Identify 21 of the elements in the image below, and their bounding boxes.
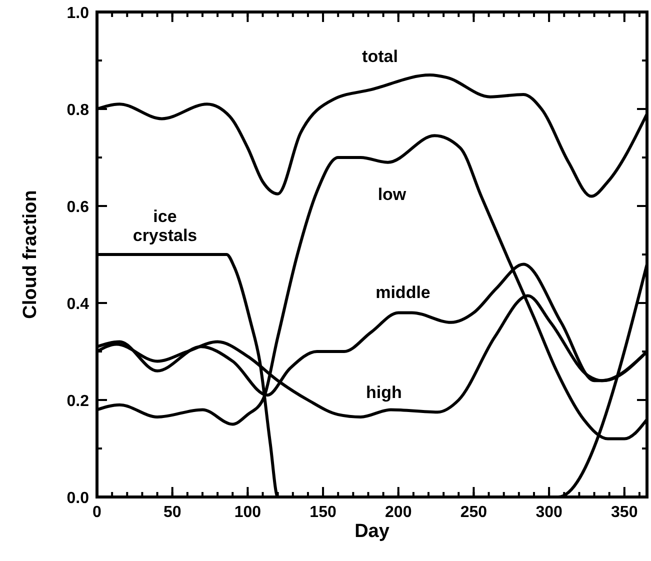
x-tick-label: 250 bbox=[460, 504, 488, 521]
y-tick-label: 0.4 bbox=[66, 296, 90, 313]
series-label: high bbox=[366, 383, 402, 402]
series-label: ice crystals bbox=[132, 207, 198, 245]
y-axis-title: Cloud fraction bbox=[20, 190, 41, 319]
y-tick-label: 0.6 bbox=[66, 199, 90, 216]
y-tick-label: 0.8 bbox=[66, 102, 90, 119]
x-tick-label: 100 bbox=[234, 504, 262, 521]
y-tick-label: 0.0 bbox=[66, 490, 90, 507]
series-label: middle bbox=[376, 283, 430, 302]
x-tick-label: 0 bbox=[92, 504, 102, 521]
x-tick-label: 350 bbox=[611, 504, 638, 521]
y-tick-label: 1.0 bbox=[66, 5, 90, 22]
x-tick-label: 50 bbox=[163, 504, 182, 521]
x-tick-label: 300 bbox=[536, 504, 562, 521]
series-label: total bbox=[362, 47, 398, 66]
x-axis-title: Day bbox=[354, 521, 390, 542]
x-tick-label: 150 bbox=[310, 504, 336, 521]
y-tick-label: 0.2 bbox=[66, 393, 90, 410]
x-tick-label: 200 bbox=[385, 504, 412, 521]
series-label: low bbox=[378, 185, 407, 204]
